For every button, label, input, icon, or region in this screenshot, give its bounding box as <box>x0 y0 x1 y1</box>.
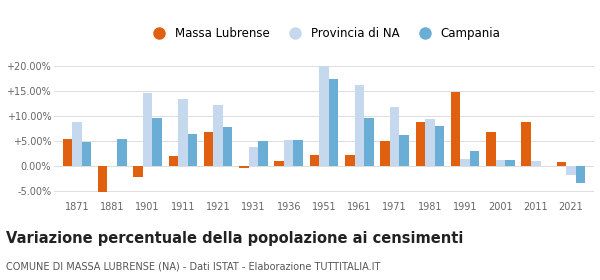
Bar <box>258 141 268 166</box>
Bar <box>566 166 576 175</box>
Bar <box>345 155 355 166</box>
Bar <box>310 155 319 166</box>
Bar <box>486 132 496 166</box>
Bar <box>274 161 284 166</box>
Bar <box>434 126 444 166</box>
Bar <box>416 122 425 166</box>
Bar <box>425 119 434 166</box>
Bar <box>284 140 293 166</box>
Bar <box>355 85 364 166</box>
Bar <box>152 118 162 166</box>
Bar <box>143 93 152 166</box>
Bar <box>169 156 178 166</box>
Bar <box>133 166 143 177</box>
Text: Variazione percentuale della popolazione ai censimenti: Variazione percentuale della popolazione… <box>6 231 463 246</box>
Bar <box>521 122 531 166</box>
Bar <box>460 159 470 166</box>
Bar <box>248 147 258 166</box>
Bar <box>178 99 188 166</box>
Bar <box>223 127 232 166</box>
Bar <box>329 79 338 166</box>
Bar <box>364 118 374 166</box>
Bar <box>62 139 72 166</box>
Bar <box>451 92 460 166</box>
Bar <box>293 140 303 166</box>
Bar <box>204 132 214 166</box>
Bar <box>505 160 515 166</box>
Bar <box>72 122 82 166</box>
Bar <box>98 166 107 192</box>
Bar <box>470 151 479 166</box>
Legend: Massa Lubrense, Provincia di NA, Campania: Massa Lubrense, Provincia di NA, Campani… <box>143 22 505 44</box>
Bar <box>214 105 223 166</box>
Bar <box>557 162 566 166</box>
Bar <box>496 160 505 166</box>
Bar <box>531 161 541 166</box>
Bar <box>239 166 248 168</box>
Bar <box>82 142 91 166</box>
Bar <box>319 66 329 166</box>
Bar <box>576 166 586 183</box>
Bar <box>117 139 127 166</box>
Bar <box>400 135 409 166</box>
Bar <box>390 107 400 166</box>
Bar <box>188 134 197 166</box>
Text: COMUNE DI MASSA LUBRENSE (NA) - Dati ISTAT - Elaborazione TUTTITALIA.IT: COMUNE DI MASSA LUBRENSE (NA) - Dati IST… <box>6 262 380 272</box>
Bar <box>380 141 390 166</box>
